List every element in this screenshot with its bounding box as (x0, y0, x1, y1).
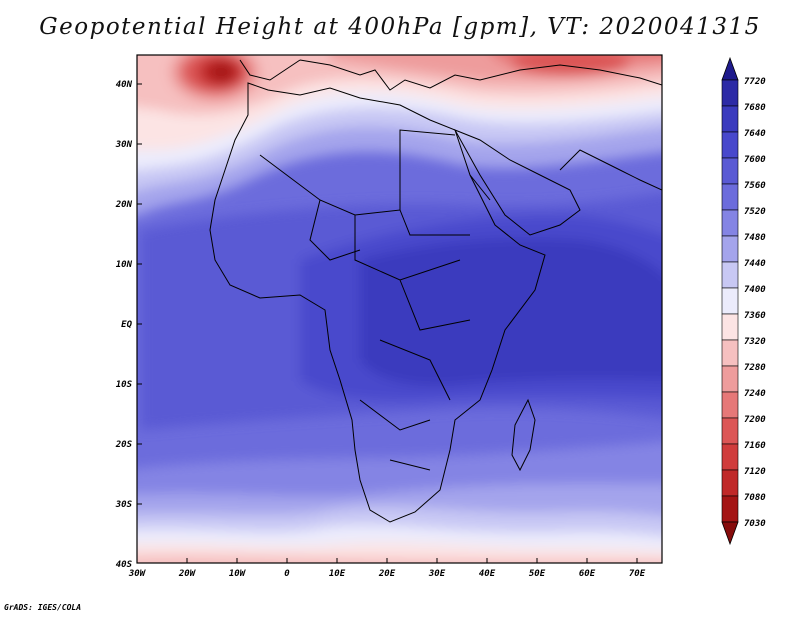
map-frame (136, 54, 663, 564)
lon-label: 10W (229, 569, 247, 579)
lat-label: 30N (115, 140, 133, 150)
lon-label: 10E (329, 569, 346, 579)
map-title: Geopotential Height at 400hPa [gpm], VT:… (39, 14, 761, 40)
lon-label: 40E (479, 569, 496, 579)
colorbar-swatch (721, 339, 739, 367)
lon-label: 20E (378, 569, 396, 579)
colorbar-label: 7520 (744, 207, 766, 217)
colorbar-swatch (721, 469, 739, 497)
grads-credit: GrADS: IGES/COLA (4, 603, 82, 612)
lat-label: 10S (116, 380, 133, 390)
lat-label: EQ (121, 320, 132, 330)
coastlines (209, 59, 662, 523)
colorbar-swatch (721, 261, 739, 289)
colorbar-label: 7320 (744, 337, 766, 347)
colorbar-label: 7400 (744, 285, 766, 295)
colorbar-swatch (721, 183, 739, 211)
colorbar-label: 7600 (744, 155, 766, 165)
lat-label: 30S (115, 500, 133, 510)
colorbar-swatch (721, 391, 739, 419)
lon-label: 60E (579, 569, 596, 579)
colorbar-label: 7080 (744, 493, 766, 503)
lon-labels: 30W 20W 10W 0 10E 20E 30E 40E 50E 60E 70… (128, 569, 646, 579)
lon-label: 70E (629, 569, 646, 579)
colorbar-swatch (721, 495, 739, 523)
colorbar-label: 7720 (744, 77, 766, 87)
colorbar-label: 7030 (744, 519, 766, 529)
colorbar-label: 7440 (744, 259, 766, 269)
colorbar-swatch (721, 417, 739, 445)
colorbar-label: 7640 (744, 129, 766, 139)
colorbar-label: 7480 (744, 233, 766, 243)
lat-label: 40S (116, 560, 133, 570)
colorbar-label: 7680 (744, 103, 766, 113)
colorbar-label: 7280 (744, 363, 766, 373)
lon-label: 20W (178, 569, 197, 579)
height-field (137, 55, 662, 563)
colorbar-swatch (721, 105, 739, 133)
colorbar: 7720 7680 7640 7600 7560 7520 7480 7440 7400 7360… (721, 56, 766, 546)
lat-label: 40N (116, 80, 133, 90)
colorbar-swatch (721, 79, 739, 107)
lat-label: 20S (115, 440, 133, 450)
colorbar-swatch (721, 157, 739, 185)
lon-label: 50E (529, 569, 546, 579)
colorbar-label: 7240 (744, 389, 766, 399)
colorbar-swatch (721, 209, 739, 237)
colorbar-swatch (721, 365, 739, 393)
colorbar-swatch (721, 131, 739, 159)
lat-labels: 40N 30N 20N 10N EQ 10S 20S 30S 40S (115, 80, 133, 570)
colorbar-swatch (721, 287, 739, 315)
lon-label: 0 (284, 569, 290, 579)
colorbar-label: 7560 (744, 181, 766, 191)
lat-label: 20N (115, 200, 133, 210)
colorbar-swatch (721, 313, 739, 341)
lat-label: 10N (116, 260, 133, 270)
tick-marks (137, 83, 638, 563)
colorbar-swatch (721, 443, 739, 471)
lon-label: 30E (428, 569, 446, 579)
colorbar-label: 7160 (744, 441, 766, 451)
colorbar-top-arrow (721, 56, 739, 81)
colorbar-swatch (721, 235, 739, 263)
colorbar-label: 7120 (744, 467, 766, 477)
colorbar-bottom-arrow (721, 521, 739, 546)
colorbar-label: 7200 (744, 415, 766, 425)
lon-label: 30W (128, 569, 147, 579)
colorbar-label: 7360 (744, 311, 766, 321)
